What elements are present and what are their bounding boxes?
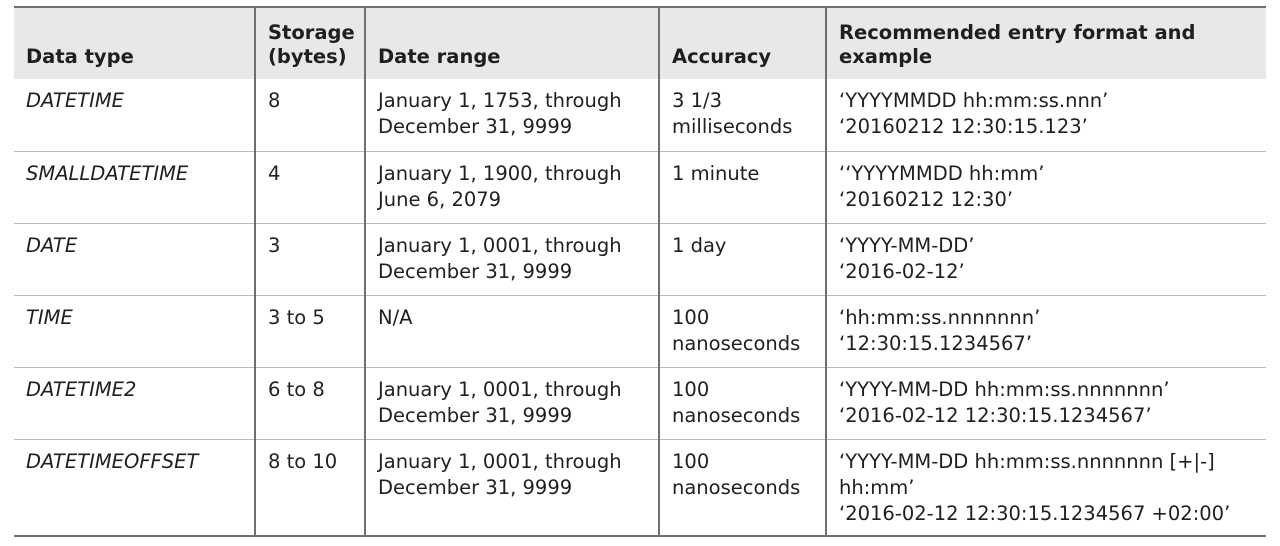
cell-entry-format: ‘YYYYMMDD hh:mm:ss.nnn’ ‘20160212 12:30:… xyxy=(825,79,1266,151)
date-time-types-table-container: Data type Storage (bytes) Date range Acc… xyxy=(14,6,1266,537)
cell-line: January 1, 0001, through xyxy=(378,377,622,401)
header-storage: Storage (bytes) xyxy=(254,7,365,79)
cell-line: ‘20160212 12:30:15.123’ xyxy=(839,115,1088,138)
header-line: Accuracy xyxy=(672,45,772,68)
cell-accuracy: 3 1/3 milliseconds xyxy=(658,79,826,151)
cell-data-type: DATETIME2 xyxy=(26,377,137,401)
cell-line: January 1, 0001, through xyxy=(378,233,622,257)
cell-storage: 6 to 8 xyxy=(254,367,365,439)
table-row: SMALLDATETIME 4 January 1, 1900, through… xyxy=(14,151,1266,223)
cell-storage: 8 xyxy=(254,79,365,151)
cell-line: 100 xyxy=(672,377,710,401)
table-row: DATE 3 January 1, 0001, through December… xyxy=(14,223,1266,295)
header-date-range: Date range xyxy=(364,7,659,79)
date-time-types-table: Data type Storage (bytes) Date range Acc… xyxy=(14,6,1266,537)
cell-accuracy: 100 nanoseconds xyxy=(658,367,826,439)
cell-data-type: DATETIME xyxy=(26,89,124,112)
header-accuracy: Accuracy xyxy=(658,7,826,79)
cell-line: nanoseconds xyxy=(672,475,801,499)
cell-date-range: January 1, 0001, through December 31, 99… xyxy=(364,367,659,439)
cell-line: ‘‘YYYYMMDD hh:mm’ xyxy=(839,161,1045,185)
cell-line: 1 minute xyxy=(672,161,760,185)
cell-storage: 3 xyxy=(254,223,365,295)
cell-accuracy: 1 minute xyxy=(658,151,826,223)
cell-line: milliseconds xyxy=(672,115,793,138)
cell-line: December 31, 9999 xyxy=(378,259,573,283)
cell-entry-format: ‘YYYY-MM-DD’ ‘2016-02-12’ xyxy=(825,223,1266,295)
cell-date-range: January 1, 0001, through December 31, 99… xyxy=(364,223,659,295)
cell-date-range: N/A xyxy=(364,295,659,367)
table-row: DATETIMEOFFSET 8 to 10 January 1, 0001, … xyxy=(14,439,1266,536)
cell-line: ‘YYYY-MM-DD hh:mm:ss.nnnnnnn’ xyxy=(839,377,1170,401)
cell-line: ‘20160212 12:30’ xyxy=(839,187,1014,211)
cell-data-type: DATETIMEOFFSET xyxy=(26,449,199,473)
cell-date-range: January 1, 1753, through December 31, 99… xyxy=(364,79,659,151)
table-header: Data type Storage (bytes) Date range Acc… xyxy=(14,7,1266,79)
cell-entry-format: ‘YYYY-MM-DD hh:mm:ss.nnnnnnn’ ‘2016-02-1… xyxy=(825,367,1266,439)
cell-entry-format: ‘hh:mm:ss.nnnnnnn’ ‘12:30:15.1234567’ xyxy=(825,295,1266,367)
cell-line: ‘YYYY-MM-DD hh:mm:ss.nnnnnnn [+|-] xyxy=(839,449,1215,473)
cell-storage: 3 to 5 xyxy=(254,295,365,367)
cell-data-type: DATE xyxy=(26,233,78,257)
cell-line: December 31, 9999 xyxy=(378,403,573,427)
header-data-type: Data type xyxy=(14,7,255,79)
cell-date-range: January 1, 0001, through December 31, 99… xyxy=(364,439,659,536)
cell-line: January 1, 1753, through xyxy=(378,89,622,112)
header-entry-format: Recommended entry format and example xyxy=(825,7,1266,79)
cell-line: nanoseconds xyxy=(672,331,801,355)
cell-accuracy: 100 nanoseconds xyxy=(658,439,826,536)
cell-line: hh:mm’ xyxy=(839,475,915,499)
table-row: DATETIME2 6 to 8 January 1, 0001, throug… xyxy=(14,367,1266,439)
cell-line: ‘hh:mm:ss.nnnnnnn’ xyxy=(839,305,1041,329)
cell-line: 3 1/3 xyxy=(672,89,722,112)
cell-line: nanoseconds xyxy=(672,403,801,427)
cell-line: 100 xyxy=(672,449,710,473)
cell-entry-format: ‘YYYY-MM-DD hh:mm:ss.nnnnnnn [+|-] hh:mm… xyxy=(825,439,1266,536)
header-line: Date range xyxy=(378,45,501,68)
header-line: example xyxy=(839,45,933,68)
table-row: TIME 3 to 5 N/A 100 nanoseconds ‘hh:mm:s… xyxy=(14,295,1266,367)
cell-line: 100 xyxy=(672,305,710,329)
cell-entry-format: ‘‘YYYYMMDD hh:mm’ ‘20160212 12:30’ xyxy=(825,151,1266,223)
cell-storage: 4 xyxy=(254,151,365,223)
table-row: DATETIME 8 January 1, 1753, through Dece… xyxy=(14,79,1266,151)
table-body: DATETIME 8 January 1, 1753, through Dece… xyxy=(14,79,1266,536)
header-row: Data type Storage (bytes) Date range Acc… xyxy=(14,7,1266,79)
cell-line: June 6, 2079 xyxy=(378,187,502,211)
cell-accuracy: 100 nanoseconds xyxy=(658,295,826,367)
cell-line: ‘YYYYMMDD hh:mm:ss.nnn’ xyxy=(839,89,1109,112)
cell-line: January 1, 0001, through xyxy=(378,449,622,473)
cell-line: ‘2016-02-12’ xyxy=(839,259,965,283)
cell-line: ‘2016-02-12 12:30:15.1234567 +02:00’ xyxy=(839,501,1231,525)
cell-storage: 8 to 10 xyxy=(254,439,365,536)
header-line: Storage xyxy=(268,21,355,44)
cell-line: ‘12:30:15.1234567’ xyxy=(839,331,1033,355)
cell-line: December 31, 9999 xyxy=(378,475,573,499)
header-line: Recommended entry format and xyxy=(839,21,1196,44)
cell-line: December 31, 9999 xyxy=(378,115,573,138)
cell-line: January 1, 1900, through xyxy=(378,161,622,185)
header-line: (bytes) xyxy=(268,45,347,68)
cell-data-type: TIME xyxy=(26,305,73,329)
cell-date-range: January 1, 1900, through June 6, 2079 xyxy=(364,151,659,223)
cell-line: 1 day xyxy=(672,233,727,257)
cell-data-type: SMALLDATETIME xyxy=(26,161,189,185)
header-line: Data type xyxy=(26,45,134,68)
cell-accuracy: 1 day xyxy=(658,223,826,295)
cell-line: ‘2016-02-12 12:30:15.1234567’ xyxy=(839,403,1152,427)
cell-line: ‘YYYY-MM-DD’ xyxy=(839,233,975,257)
cell-line: N/A xyxy=(378,305,413,329)
